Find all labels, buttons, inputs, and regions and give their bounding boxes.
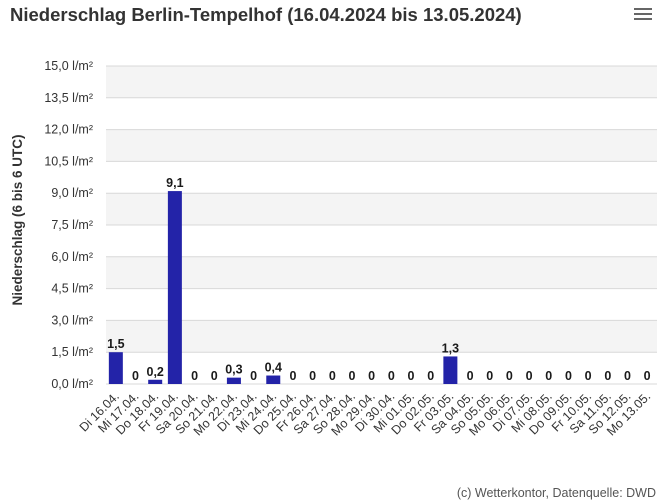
data-label: 1,3: [442, 341, 459, 355]
y-tick-label: 6,0 l/m²: [51, 250, 93, 264]
data-label: 9,1: [166, 176, 183, 190]
plot-band: [106, 256, 657, 289]
data-label: 0: [467, 369, 474, 383]
y-tick-label: 7,5 l/m²: [51, 218, 93, 232]
y-tick-label: 1,5 l/m²: [51, 345, 93, 359]
data-labels: 1,50 0,29,10 0 0,3 00,40 0 0 0 0 0 0 01,30 0 0 0 0 0 0 0 0 0: [107, 176, 651, 383]
bar[interactable]: [167, 191, 182, 384]
data-label: 0: [368, 369, 375, 383]
y-tick-label: 3,0 l/m²: [51, 313, 93, 327]
data-label: 0: [309, 369, 316, 383]
data-label: 0: [624, 369, 631, 383]
plot-band: [106, 129, 657, 162]
y-tick-label: 4,5 l/m²: [51, 282, 93, 296]
data-label: 0: [289, 369, 296, 383]
data-label: 0: [349, 369, 356, 383]
data-label: 0: [585, 369, 592, 383]
plot-band: [106, 320, 657, 353]
data-label: 0: [506, 369, 513, 383]
data-label: 0,2: [147, 365, 164, 379]
data-label: 0: [388, 369, 395, 383]
y-tick-label: 12,0 l/m²: [44, 123, 93, 137]
gridlines: [106, 65, 657, 385]
bar[interactable]: [148, 379, 163, 384]
data-label: 0: [644, 369, 651, 383]
data-label: 0: [329, 369, 336, 383]
y-tick-label: 13,5 l/m²: [44, 91, 93, 105]
data-label: 0,3: [225, 363, 242, 377]
bars: [108, 191, 458, 384]
y-tick-label: 15,0 l/m²: [44, 59, 93, 73]
bar[interactable]: [226, 377, 241, 384]
plot-bands: [106, 66, 657, 353]
y-tick-label: 9,0 l/m²: [51, 186, 93, 200]
y-tick-label: 10,5 l/m²: [44, 154, 93, 168]
plot-band: [106, 66, 657, 98]
data-label: 0: [604, 369, 611, 383]
y-axis-ticks: 0,0 l/m² 1,5 l/m² 3,0 l/m² 4,5 l/m² 6,0 l/m²…: [44, 59, 93, 391]
y-axis-label: Niederschlag (6 bis 6 UTC): [10, 134, 25, 305]
chart-title: Niederschlag Berlin-Tempelhof (16.04.202…: [10, 4, 522, 25]
bar[interactable]: [443, 356, 458, 384]
data-label: 0: [565, 369, 572, 383]
y-tick-label: 0,0 l/m²: [51, 377, 93, 391]
credits: (c) Wetterkontor, Datenquelle: DWD: [456, 486, 656, 500]
plot-band: [106, 193, 657, 225]
data-label: 0: [408, 369, 415, 383]
data-label: 0: [427, 369, 434, 383]
data-label: 1,5: [107, 337, 124, 351]
data-label: 0: [132, 369, 139, 383]
data-label: 0: [250, 369, 257, 383]
bar[interactable]: [108, 352, 123, 384]
x-axis-ticks: Di 16.04.Mi 17.04.Do 18.04.Fr 19.04.Sa 2…: [77, 389, 654, 438]
data-label: 0,4: [265, 361, 282, 375]
data-label: 0: [211, 369, 218, 383]
hamburger-menu-icon[interactable]: [634, 8, 652, 22]
data-label: 0: [545, 369, 552, 383]
data-label: 0: [486, 369, 493, 383]
data-label: 0: [191, 369, 198, 383]
bar[interactable]: [266, 375, 281, 384]
data-label: 0: [526, 369, 533, 383]
